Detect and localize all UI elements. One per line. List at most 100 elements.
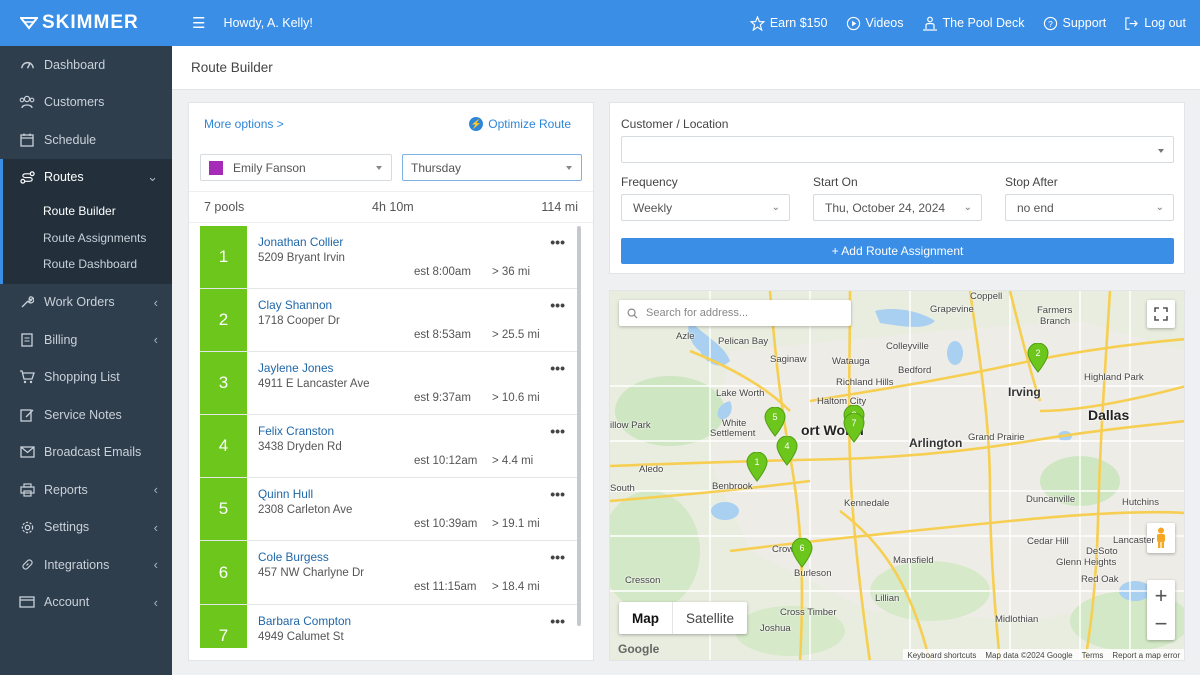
stop-after-select[interactable]: no end ⌄ bbox=[1005, 194, 1174, 221]
customer-select[interactable] bbox=[621, 136, 1174, 163]
technician-select[interactable]: Emily Fanson bbox=[200, 154, 392, 181]
videos-link[interactable]: Videos bbox=[846, 16, 904, 31]
map-label: Dallas bbox=[1088, 407, 1130, 423]
more-options-icon[interactable]: ••• bbox=[550, 549, 565, 566]
page-title: Route Builder bbox=[172, 46, 1200, 90]
map-label: Irving bbox=[1008, 385, 1041, 399]
stop-customer-name[interactable]: Quinn Hull bbox=[258, 487, 314, 502]
stop-customer-name[interactable]: Barbara Compton bbox=[258, 613, 352, 628]
map-pin[interactable]: 6 bbox=[791, 537, 813, 568]
brand-logo[interactable]: SKIMMER bbox=[0, 0, 172, 46]
sidebar-item-account[interactable]: Account ‹ bbox=[0, 584, 172, 622]
map-pin[interactable]: 7 bbox=[843, 412, 865, 443]
support-link[interactable]: ? Support bbox=[1043, 16, 1106, 31]
map-pin[interactable]: 2 bbox=[1027, 342, 1049, 373]
pegman-icon bbox=[1157, 527, 1165, 548]
earn-link[interactable]: Earn $150 bbox=[749, 15, 828, 31]
assignment-form: Customer / Location Frequency Weekly ⌄ S… bbox=[609, 102, 1185, 274]
stop-distance: > 10.6 mi bbox=[492, 392, 540, 405]
optimize-route-button[interactable]: ⚡ Optimize Route bbox=[469, 117, 571, 131]
stop-customer-name[interactable]: Cole Burgess bbox=[258, 550, 329, 565]
sidebar-item-schedule[interactable]: Schedule bbox=[0, 121, 172, 159]
stop-customer-name[interactable]: Jaylene Jones bbox=[258, 361, 334, 376]
more-options-icon[interactable]: ••• bbox=[550, 297, 565, 314]
subnav-route-dashboard[interactable]: Route Dashboard bbox=[43, 257, 138, 272]
frequency-select[interactable]: Weekly ⌄ bbox=[621, 194, 790, 221]
stop-number[interactable]: 7 bbox=[200, 604, 247, 648]
optimize-route-label: Optimize Route bbox=[488, 117, 571, 131]
sidebar-item-shopping-list[interactable]: Shopping List bbox=[0, 359, 172, 397]
day-select[interactable]: Thursday bbox=[402, 154, 582, 181]
report-error-link[interactable]: Report a map error bbox=[1112, 651, 1180, 660]
stop-list[interactable]: 1 Jonathan Collier 5209 Bryant Irvin est 8:… bbox=[200, 226, 581, 648]
sidebar: SKIMMER Dashboard Customers Schedule Rou… bbox=[0, 0, 172, 675]
logout-link[interactable]: Log out bbox=[1124, 16, 1186, 31]
more-options-link[interactable]: More options > bbox=[204, 117, 284, 131]
stop-number[interactable]: 2 bbox=[200, 289, 247, 352]
subnav-route-builder[interactable]: Route Builder bbox=[43, 204, 116, 219]
sidebar-item-reports[interactable]: Reports ‹ bbox=[0, 471, 172, 509]
keyboard-shortcuts-link[interactable]: Keyboard shortcuts bbox=[907, 651, 977, 660]
sidebar-item-work-orders[interactable]: Work Orders ‹ bbox=[0, 284, 172, 322]
start-on-select[interactable]: Thu, October 24, 2024 ⌄ bbox=[813, 194, 982, 221]
sidebar-item-service-notes[interactable]: Service Notes bbox=[0, 396, 172, 434]
map-label: Midlothian bbox=[995, 614, 1039, 625]
zoom-out-button[interactable]: − bbox=[1154, 611, 1168, 636]
link-icon bbox=[18, 556, 36, 574]
stop-customer-name[interactable]: Felix Cranston bbox=[258, 424, 335, 439]
map-label: Farmers bbox=[1037, 305, 1073, 316]
more-options-icon[interactable]: ••• bbox=[550, 486, 565, 503]
customers-icon bbox=[18, 93, 36, 111]
map-type-satellite[interactable]: Satellite bbox=[672, 602, 747, 634]
route-summary: 7 pools 4h 10m 114 mi bbox=[189, 191, 593, 223]
stop-customer-name[interactable]: Jonathan Collier bbox=[258, 235, 344, 249]
stop-after-value: no end bbox=[1017, 200, 1054, 215]
stop-row[interactable]: 4 Felix Cranston 3438 Dryden Rd est 10:12am… bbox=[200, 415, 581, 479]
more-options-icon[interactable]: ••• bbox=[550, 423, 565, 440]
stop-number[interactable]: 5 bbox=[200, 478, 247, 541]
stop-number[interactable]: 3 bbox=[200, 352, 247, 415]
map-pin[interactable]: 1 bbox=[746, 451, 768, 482]
more-options-icon[interactable]: ••• bbox=[550, 612, 565, 629]
add-route-assignment-button[interactable]: + Add Route Assignment bbox=[621, 238, 1174, 264]
street-view-button[interactable] bbox=[1147, 523, 1175, 553]
map-label: Kennedale bbox=[844, 498, 890, 509]
sidebar-item-billing[interactable]: Billing ‹ bbox=[0, 321, 172, 359]
sidebar-item-customers[interactable]: Customers bbox=[0, 84, 172, 122]
gear-icon bbox=[18, 518, 36, 536]
stop-number[interactable]: 6 bbox=[200, 541, 247, 604]
pool-count: 7 pools bbox=[204, 200, 245, 214]
map-type-map[interactable]: Map bbox=[632, 610, 659, 626]
stop-row[interactable]: 1 Jonathan Collier 5209 Bryant Irvin est 8:… bbox=[200, 226, 581, 290]
stop-row[interactable]: 3 Jaylene Jones 4911 E Lancaster Ave est 9:… bbox=[200, 352, 581, 416]
sidebar-item-dashboard[interactable]: Dashboard bbox=[0, 46, 172, 84]
more-options-icon[interactable]: ••• bbox=[550, 234, 565, 250]
hamburger-menu-icon[interactable]: ☰ bbox=[192, 15, 206, 32]
pool-deck-link[interactable]: The Pool Deck bbox=[922, 16, 1025, 31]
zoom-in-button[interactable]: + bbox=[1154, 583, 1168, 608]
sidebar-item-broadcast-emails[interactable]: Broadcast Emails bbox=[0, 434, 172, 472]
stop-number[interactable]: 1 bbox=[200, 226, 247, 289]
stop-row[interactable]: 6 Cole Burgess 457 NW Charlyne Dr est 11:15… bbox=[200, 541, 581, 605]
route-map[interactable]: Search for address... + − Map Satellite … bbox=[609, 290, 1185, 661]
sidebar-item-integrations[interactable]: Integrations ‹ bbox=[0, 546, 172, 584]
stop-row[interactable]: 5 Quinn Hull 2308 Carleton Ave est 10:39am >… bbox=[200, 478, 581, 542]
stop-row[interactable]: 2 Clay Shannon 1718 Cooper Dr est 8:53am > 2… bbox=[200, 289, 581, 353]
map-label: Haltom City bbox=[817, 396, 867, 407]
map-pin[interactable]: 4 bbox=[776, 435, 798, 466]
more-options-icon[interactable]: ••• bbox=[550, 360, 565, 377]
stop-list-scrollbar[interactable] bbox=[577, 226, 581, 626]
stop-customer-name[interactable]: Clay Shannon bbox=[258, 298, 333, 313]
sidebar-item-routes[interactable]: Routes ⌄ bbox=[0, 158, 172, 196]
terms-link[interactable]: Terms bbox=[1081, 651, 1104, 660]
stop-number[interactable]: 4 bbox=[200, 415, 247, 478]
fullscreen-button[interactable] bbox=[1147, 300, 1175, 328]
stop-distance: > 19.1 mi bbox=[492, 518, 540, 531]
map-search-input[interactable]: Search for address... bbox=[619, 300, 851, 326]
subnav-route-assignments[interactable]: Route Assignments bbox=[43, 230, 147, 245]
printer-icon bbox=[18, 481, 36, 499]
map-pin[interactable]: 5 bbox=[764, 406, 786, 437]
stop-row[interactable]: 7 Barbara Compton 4949 Calumet St ••• bbox=[200, 604, 581, 648]
sidebar-item-settings[interactable]: Settings ‹ bbox=[0, 509, 172, 547]
